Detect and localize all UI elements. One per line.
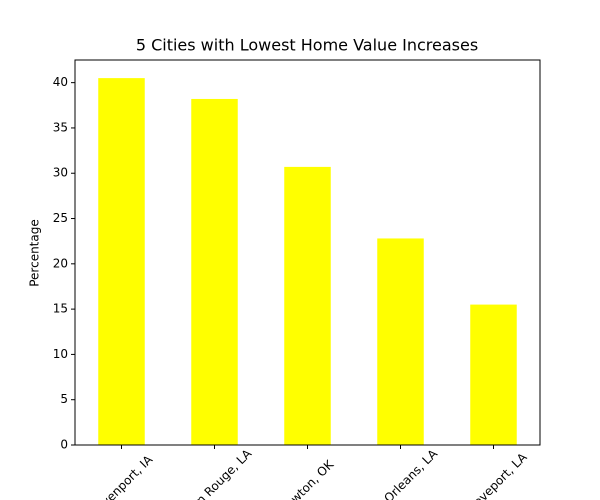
x-tick-label: Baton Rouge, LA: [174, 446, 255, 500]
bar: [377, 238, 424, 445]
x-tick-label: Shreveport, LA: [457, 450, 531, 500]
bar: [191, 98, 238, 445]
y-tick-label: 25: [53, 211, 68, 225]
y-tick-label: 20: [53, 256, 68, 270]
chart-title: 5 Cities with Lowest Home Value Increase…: [136, 36, 478, 55]
y-tick-label: 15: [53, 302, 68, 316]
x-tick-label: Lawton, OK: [278, 457, 337, 500]
x-tick-label: Davenport, IA: [87, 452, 156, 500]
plot-frame: [74, 59, 541, 446]
y-tick-label: 10: [53, 347, 68, 361]
y-tick-label: 35: [53, 120, 68, 134]
y-tick-label: 40: [53, 75, 68, 89]
bar: [98, 78, 145, 445]
y-tick-label: 5: [60, 392, 68, 406]
y-axis-label: Percentage: [28, 219, 42, 287]
bar: [470, 304, 517, 445]
y-tick-label: 0: [60, 438, 68, 452]
y-tick-label: 30: [53, 166, 68, 180]
x-tick-label: New Orleans, LA: [360, 446, 441, 500]
bar: [284, 166, 331, 446]
